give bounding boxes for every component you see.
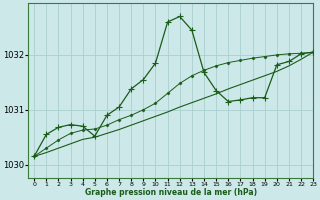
X-axis label: Graphe pression niveau de la mer (hPa): Graphe pression niveau de la mer (hPa) (84, 188, 257, 197)
